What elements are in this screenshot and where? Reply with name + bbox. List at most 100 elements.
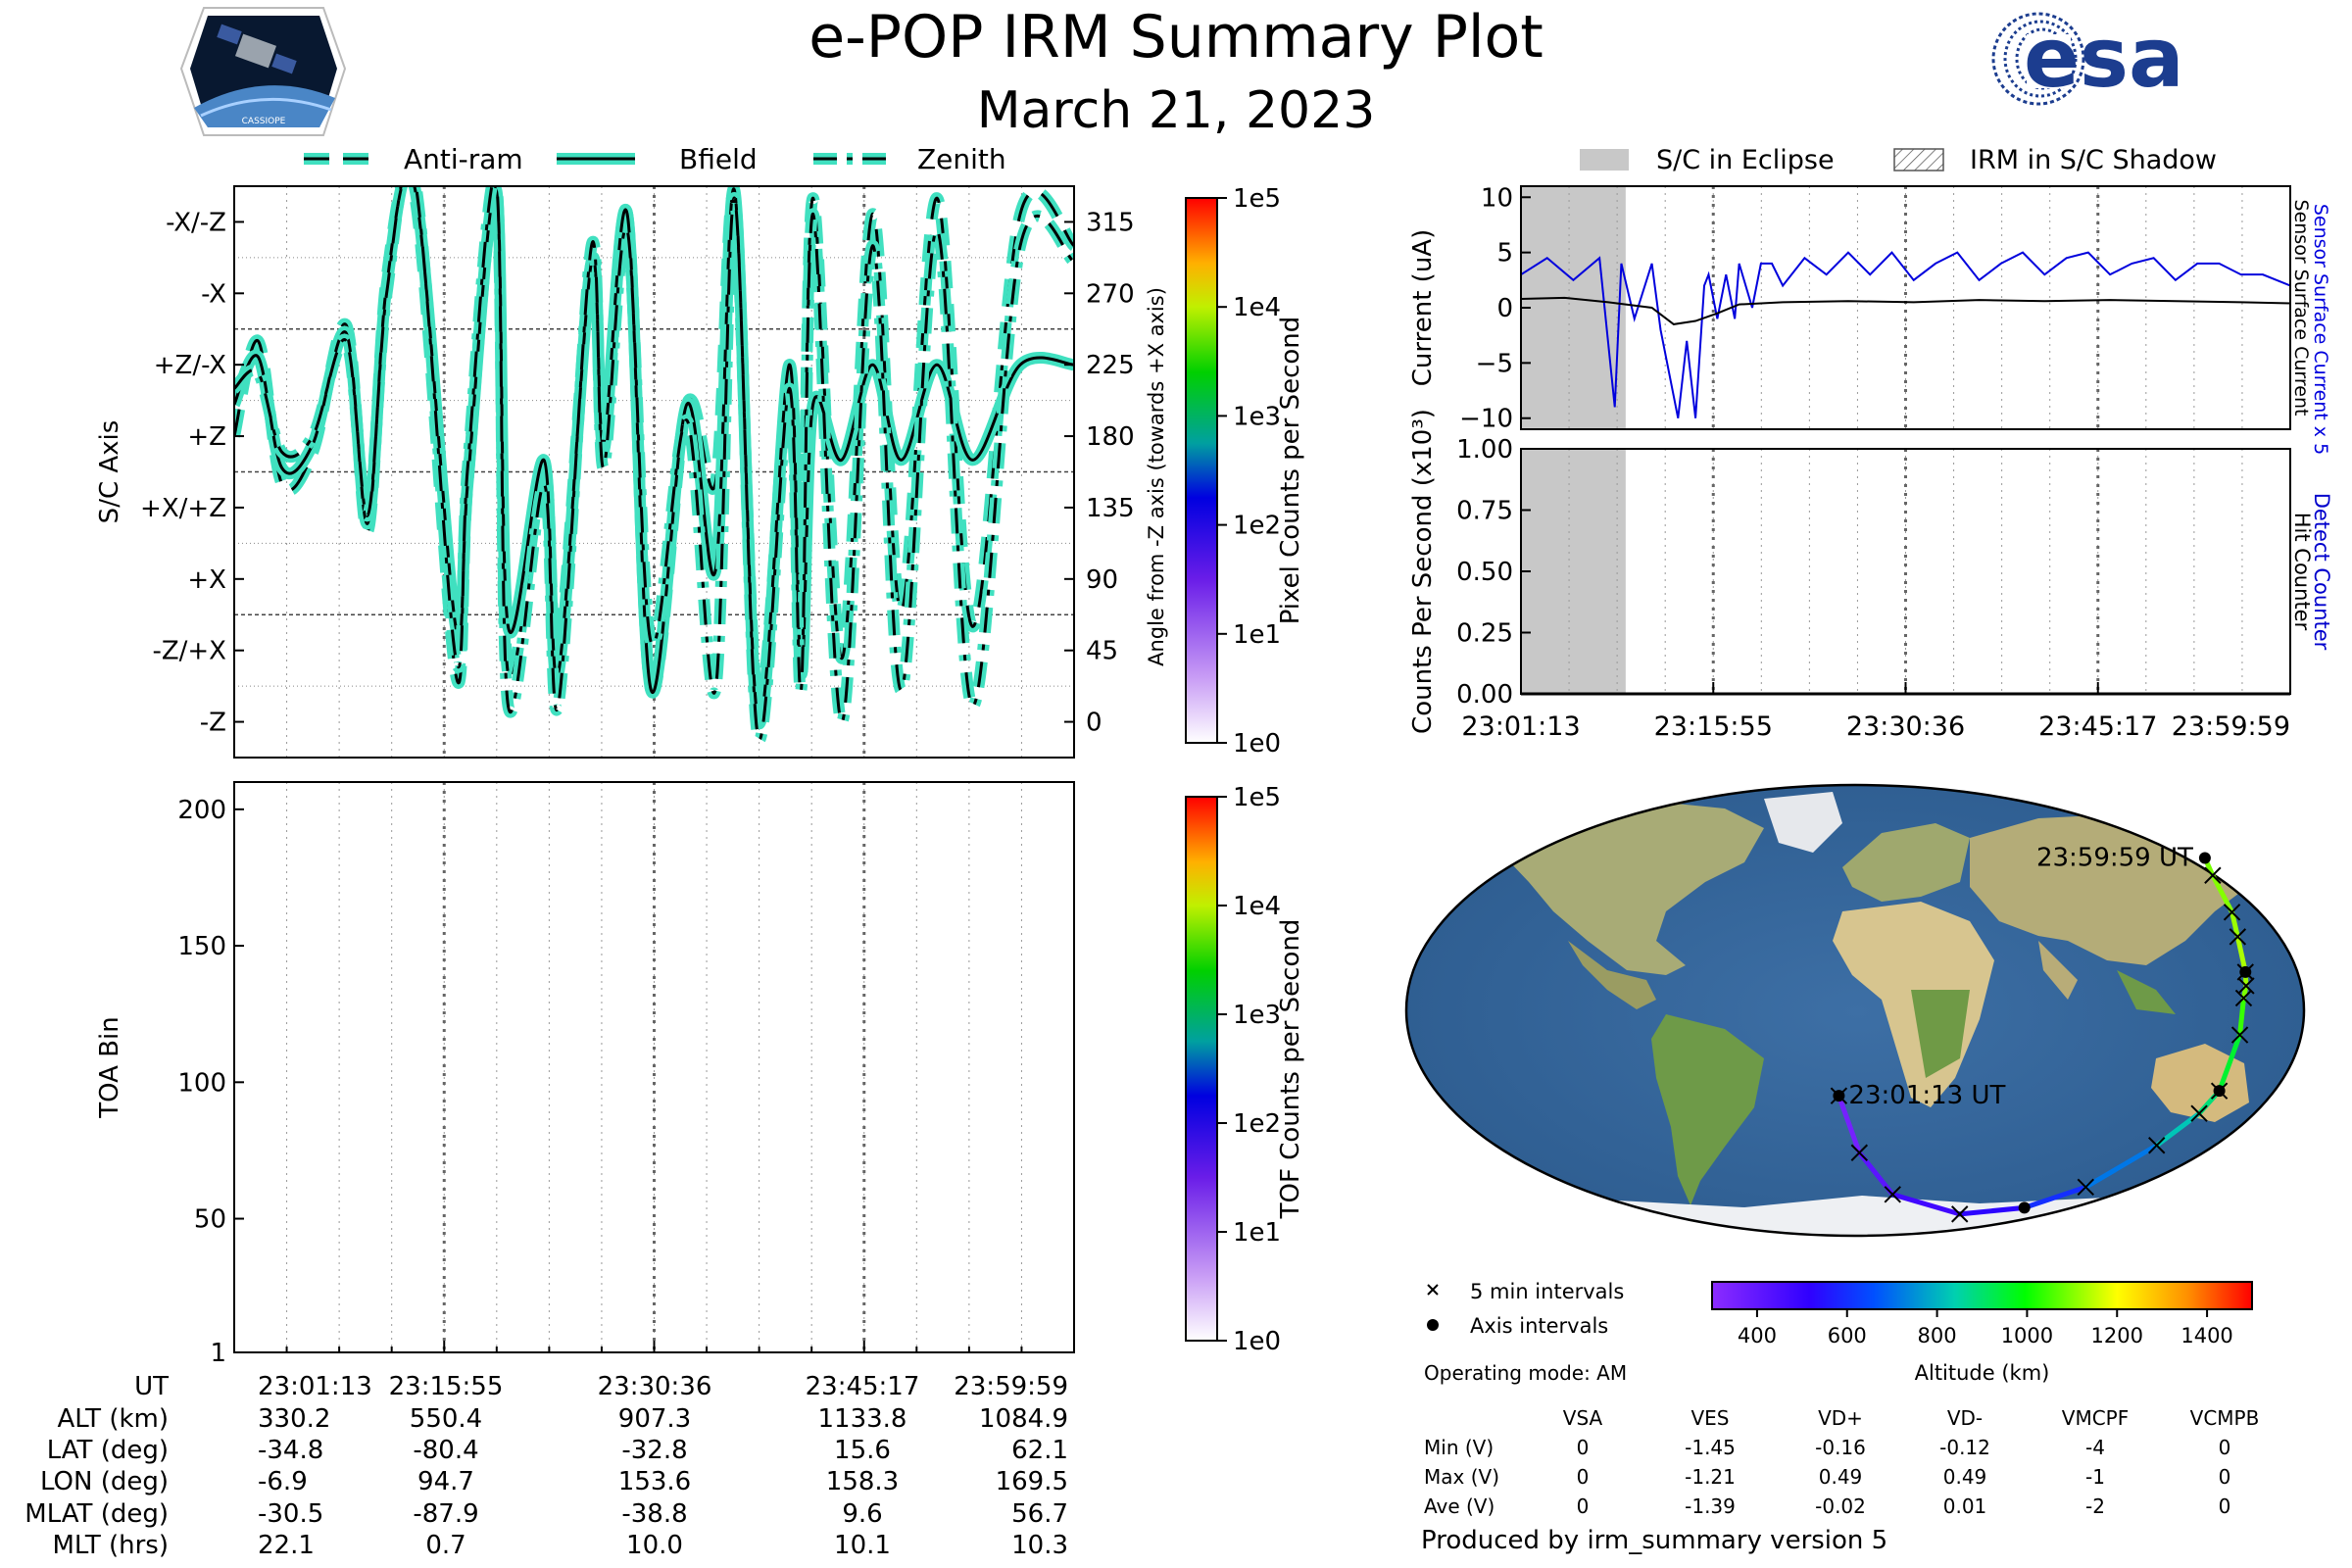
voltage-column-header: VD+ bbox=[1818, 1406, 1863, 1430]
legend-axis-label: Axis intervals bbox=[1470, 1314, 1608, 1338]
ephemeris-row-label: LAT (deg) bbox=[47, 1436, 169, 1465]
tof-colorbar-tick-label: 1e3 bbox=[1233, 1001, 1281, 1030]
eclipse-legend: S/C in Eclipse IRM in S/C Shadow bbox=[1580, 145, 2217, 175]
orbit-track-segment bbox=[1856, 1150, 1895, 1198]
ephemeris-cell: 23:45:17 bbox=[806, 1372, 920, 1401]
sensor-current-line bbox=[1521, 296, 2290, 325]
ephemeris-cell: 169.5 bbox=[996, 1467, 1068, 1496]
ephemeris-cell: 15.6 bbox=[834, 1436, 891, 1465]
ephemeris-cell: 23:30:36 bbox=[598, 1372, 712, 1401]
angle-axis-tick-label: +X bbox=[187, 565, 226, 595]
counts-ylabel: Counts Per Second (x10³) bbox=[1408, 409, 1438, 734]
altitude-tick-label: 1200 bbox=[2091, 1324, 2143, 1348]
ephemeris-cell: -30.5 bbox=[258, 1499, 323, 1529]
angle-right-tick-label: 45 bbox=[1086, 637, 1118, 666]
ephemeris-cell: 23:15:55 bbox=[389, 1372, 504, 1401]
toa-tick-label: 150 bbox=[177, 932, 226, 961]
five-min-marker bbox=[2230, 1026, 2249, 1044]
ephemeris-row-label: LON (deg) bbox=[40, 1467, 169, 1496]
five-min-marker bbox=[2223, 904, 2241, 921]
angle-right-tick-label: 180 bbox=[1086, 422, 1135, 452]
operating-mode: Operating mode: AM bbox=[1424, 1361, 1627, 1385]
ephemeris-cell: 1084.9 bbox=[979, 1404, 1068, 1434]
antarctica-landmass bbox=[1470, 1196, 2254, 1236]
orbit-track-segment bbox=[2082, 1143, 2160, 1190]
angle-axis-tick-label: -X bbox=[201, 279, 226, 309]
ephemeris-cell: 550.4 bbox=[410, 1404, 482, 1434]
orbit-track-segment bbox=[2237, 995, 2246, 1038]
ephemeris-cell: 1133.8 bbox=[818, 1404, 907, 1434]
tof-colorbar-tick-label: 1e0 bbox=[1233, 1327, 1281, 1356]
europe-landmass bbox=[1842, 823, 1970, 902]
ephemeris-cell: 10.3 bbox=[1011, 1531, 1068, 1560]
pixel-colorbar-tick-label: 1e1 bbox=[1233, 620, 1281, 650]
voltage-column-header: VMCPF bbox=[2062, 1406, 2129, 1430]
voltage-cell: 0 bbox=[1577, 1494, 1590, 1518]
voltage-cell: 0.49 bbox=[1943, 1465, 1987, 1489]
current-tick-label: 0 bbox=[1496, 294, 1513, 323]
toa-panel: 200 150 100 50 1 TOA Bin bbox=[95, 781, 1075, 1368]
legend-five-min-marker bbox=[1427, 1284, 1439, 1296]
five-min-marker bbox=[2237, 977, 2255, 995]
angle-right-tick-label: 135 bbox=[1086, 494, 1135, 523]
pixel-colorbar: 1e5 1e4 1e3 1e2 1e1 1e0 Pixel Counts per Secon… bbox=[1185, 184, 1305, 759]
current-panel: 10 5 0 −5 −10 Current (uA) Sensor Surface Curr… bbox=[1408, 183, 2331, 455]
sensor-current-x5-line bbox=[1521, 251, 2290, 418]
angle-axis-tick-label: -Z bbox=[200, 709, 226, 738]
voltage-cell: -2 bbox=[2085, 1494, 2105, 1518]
altitude-colorbar: 400 600 800 1000 1200 1400 Altitude (km) bbox=[1711, 1281, 2253, 1385]
ephemeris-cell: 22.1 bbox=[258, 1531, 315, 1560]
ephemeris-row-label: MLAT (deg) bbox=[24, 1499, 169, 1529]
current-tick-label: 10 bbox=[1481, 183, 1513, 213]
current-ylabel-right-blue: Sensor Surface Current x 5 bbox=[2310, 204, 2331, 455]
angle-axis-tick-label: +Z/-X bbox=[154, 351, 226, 380]
track-start-label: 23:01:13 UT bbox=[1848, 1081, 2005, 1110]
pixel-colorbar-tick-label: 1e4 bbox=[1233, 293, 1281, 322]
legend-shadow-label: IRM in S/C Shadow bbox=[1970, 145, 2217, 175]
legend-label-anti-ram: Anti-ram bbox=[404, 143, 523, 175]
ephemeris-cell: 330.2 bbox=[258, 1404, 330, 1434]
five-min-marker bbox=[2148, 1137, 2166, 1154]
pixel-colorbar-tick-label: 1e3 bbox=[1233, 402, 1281, 431]
cassiope-logo: CASSIOPE bbox=[179, 7, 347, 136]
angle-ylabel-left: S/C Axis bbox=[95, 420, 124, 524]
voltage-cell: 0.49 bbox=[1819, 1465, 1863, 1489]
altitude-tick-label: 1400 bbox=[2180, 1324, 2232, 1348]
header: e-POP IRM Summary Plot March 21, 2023 bbox=[808, 3, 1544, 140]
legend-eclipse-label: S/C in Eclipse bbox=[1656, 145, 1835, 175]
pixel-colorbar-tick-label: 1e2 bbox=[1233, 512, 1281, 541]
altitude-tick-label: 400 bbox=[1738, 1324, 1777, 1348]
tof-colorbar-tick-label: 1e4 bbox=[1233, 892, 1281, 921]
counts-tick-label: 0.75 bbox=[1456, 497, 1513, 526]
greenland-landmass bbox=[1764, 792, 1842, 853]
angle-panel: -X/-Z 315 -X 270 +Z/-X 225 +Z 180 +X/+Z 135 +X 90 -Z… bbox=[95, 185, 1168, 759]
counts-ylabel-right-blue: Detect Counter bbox=[2310, 493, 2333, 651]
angle-ylabel-right: Angle from -Z axis (towards +X axis) bbox=[1145, 287, 1168, 666]
counts-tick-label: 1.00 bbox=[1456, 435, 1513, 465]
angle-legend: Anti-ram Bfield Zenith bbox=[304, 143, 1006, 175]
plot-date: March 21, 2023 bbox=[977, 81, 1376, 140]
voltage-column-header: VCMPB bbox=[2190, 1406, 2260, 1430]
esa-logo-text: esa bbox=[2024, 10, 2184, 106]
counts-ylabel-right-black: Hit Counter bbox=[2290, 513, 2314, 631]
current-ylabel: Current (uA) bbox=[1408, 229, 1438, 386]
orbit-track-segment bbox=[1836, 1093, 1862, 1155]
legend-eclipse-swatch bbox=[1580, 149, 1629, 171]
ephemeris-row-label: MLT (hrs) bbox=[53, 1531, 170, 1560]
tof-colorbar-gradient bbox=[1185, 796, 1218, 1342]
pixel-colorbar-tick-label: 1e0 bbox=[1233, 729, 1281, 759]
ephemeris-cell: 10.0 bbox=[626, 1531, 683, 1560]
ephemeris-cell: -38.8 bbox=[621, 1499, 687, 1529]
ephemeris-cell: 9.6 bbox=[842, 1499, 882, 1529]
angle-axis-tick-label: -X/-Z bbox=[166, 208, 226, 237]
five-min-marker bbox=[2077, 1178, 2094, 1197]
five-min-marker bbox=[2190, 1104, 2208, 1122]
voltage-cell: 0 bbox=[2219, 1494, 2231, 1518]
esa-logo: esa bbox=[1991, 10, 2184, 106]
ephemeris-cell: -87.9 bbox=[413, 1499, 478, 1529]
tof-colorbar-label: TOF Counts per Second bbox=[1276, 919, 1305, 1220]
ephemeris-cell: -32.8 bbox=[621, 1436, 687, 1465]
legend-axis-marker bbox=[1427, 1319, 1439, 1331]
legend-label-zenith: Zenith bbox=[917, 143, 1006, 175]
